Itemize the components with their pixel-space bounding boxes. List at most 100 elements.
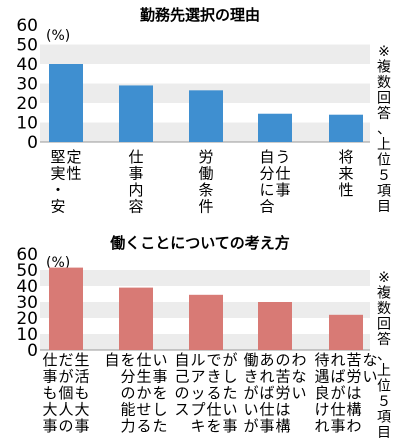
svg-text:生: 生 [136,368,151,386]
y-tick-label: 60 [16,16,38,36]
svg-text:事: 事 [330,417,345,435]
svg-text:労: 労 [198,148,213,166]
x-category-label: 将来性 [338,148,353,199]
grid-band [40,44,370,64]
svg-text:位: 位 [377,153,391,169]
svg-text:大: 大 [74,401,89,419]
grid-band [40,270,370,286]
svg-text:苦: 苦 [346,351,361,369]
svg-text:か: か [136,384,151,402]
svg-text:事: 事 [222,417,237,435]
svg-text:実: 実 [50,165,65,183]
bar [119,287,153,350]
svg-text:う: う [275,148,290,166]
svg-text:も: も [74,384,89,402]
svg-text:い: い [243,401,258,419]
y-tick-label: 60 [16,245,38,265]
svg-text:安: 安 [50,198,65,216]
svg-text:が: が [243,417,258,435]
svg-text:目: 目 [377,425,391,441]
svg-text:位: 位 [377,379,391,395]
svg-text:が: が [243,384,258,402]
svg-text:数: 数 [377,301,391,317]
svg-text:の: の [174,384,189,402]
svg-text:を: を [152,384,167,402]
svg-text:自: 自 [104,351,119,369]
svg-text:容: 容 [128,198,143,216]
y-tick-label: 10 [16,325,38,345]
svg-text:人: 人 [58,401,73,419]
svg-text:労: 労 [275,384,290,402]
svg-text:の: の [58,417,73,435]
svg-text:わ: わ [291,351,306,369]
svg-text:事: 事 [128,165,143,183]
y-tick-label: 50 [16,261,38,281]
svg-text:能: 能 [120,401,135,419]
bar [258,113,292,142]
svg-text:項: 項 [377,410,391,426]
svg-text:は: は [275,401,290,419]
y-tick-label: 20 [16,309,38,329]
svg-text:は: は [346,384,361,402]
svg-text:い: い [152,351,167,369]
chart-title: 勤務先選択の理由 [140,6,260,24]
svg-text:遇: 遇 [314,368,329,386]
svg-text:事: 事 [74,417,89,435]
svg-text:い: い [291,384,306,402]
bar [258,302,292,350]
svg-text:た: た [152,417,167,435]
svg-text:け: け [314,401,329,419]
svg-text:働: 働 [243,351,258,369]
svg-text:自: 自 [174,351,189,369]
svg-text:生: 生 [74,351,89,369]
svg-text:仕: 仕 [259,401,274,419]
svg-text:性: 性 [66,165,81,183]
svg-text:目: 目 [377,199,391,215]
svg-text:働: 働 [198,165,213,183]
svg-text:仕: 仕 [136,351,151,369]
svg-text:キ: キ [190,417,205,435]
svg-text:い: い [222,401,237,419]
svg-text:わ: わ [346,417,361,435]
svg-text:個: 個 [58,384,73,402]
svg-text:を: を [206,417,221,435]
y-tick-label: 30 [16,293,38,313]
svg-text:せ: せ [136,401,151,419]
chart-title: 働くことについての考え方 [109,234,290,252]
svg-text:良: 良 [314,384,329,402]
bar [49,267,83,350]
svg-text:※: ※ [378,44,390,60]
svg-text:な: な [362,351,377,369]
svg-text:上: 上 [377,137,391,153]
svg-text:事: 事 [42,417,57,435]
svg-text:数: 数 [377,75,391,91]
svg-text:答: 答 [377,105,391,122]
svg-text:が: が [58,368,73,386]
svg-text:プ: プ [190,401,205,419]
bar [329,314,363,350]
svg-text:複: 複 [377,285,391,302]
svg-text:れ: れ [259,368,274,386]
svg-text:る: る [206,384,221,402]
y-tick-label: 20 [16,94,38,114]
svg-text:仕: 仕 [330,401,345,419]
svg-text:来: 来 [338,165,353,183]
bar [49,64,83,142]
svg-text:苦: 苦 [275,368,290,386]
bar [189,294,223,350]
y-tick-label: 40 [16,277,38,297]
svg-text:回: 回 [377,317,391,333]
svg-text:し: し [222,368,237,386]
svg-text:に: に [259,181,274,199]
svg-text:が: が [222,351,237,369]
y-unit-label: (%) [46,255,70,271]
svg-text:５: ５ [377,394,391,410]
